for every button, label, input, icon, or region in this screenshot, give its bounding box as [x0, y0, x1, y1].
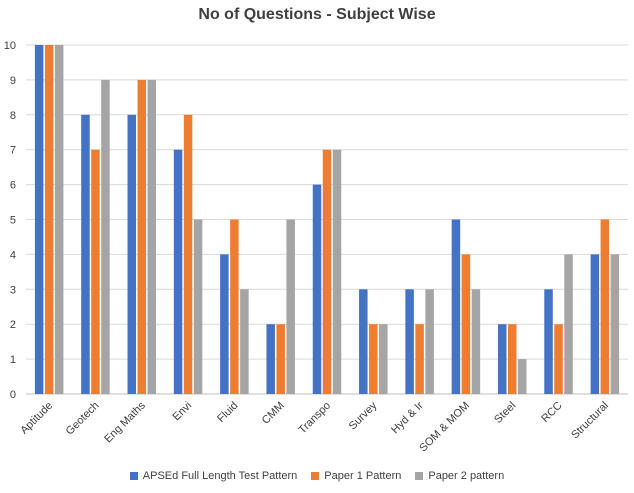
bar — [276, 324, 285, 394]
bar — [81, 114, 90, 395]
bar — [54, 45, 64, 394]
bar — [332, 149, 342, 394]
x-tick-label: Fluid — [215, 400, 240, 425]
x-tick-label: Envi — [171, 400, 195, 424]
x-tick-label: Aptitude — [18, 400, 55, 437]
bar — [497, 324, 507, 394]
bar — [590, 254, 600, 394]
bar — [554, 324, 563, 394]
bar — [34, 45, 44, 394]
bar — [600, 219, 610, 394]
chart-title: No of Questions - Subject Wise — [198, 6, 436, 23]
legend-swatch — [311, 472, 320, 480]
bar — [544, 289, 553, 394]
bar — [610, 254, 620, 394]
bar — [369, 324, 378, 394]
x-tick-label: Survey — [347, 399, 380, 432]
bar — [405, 289, 414, 394]
legend-item: APSEd Full Length Test Pattern — [129, 470, 298, 482]
bar — [127, 114, 137, 395]
chart-legend: APSEd Full Length Test Pattern Paper 1 Pa… — [0, 470, 634, 482]
x-tick-label: Steel — [492, 400, 518, 426]
bar — [379, 324, 388, 394]
bar — [359, 289, 368, 394]
legend-label: APSEd Full Length Test Pattern — [142, 470, 298, 482]
bar — [230, 219, 239, 394]
bar — [173, 149, 183, 394]
bar — [91, 149, 100, 394]
bar — [471, 289, 481, 394]
bar — [312, 184, 322, 394]
x-tick-label: Eng Maths — [102, 399, 148, 445]
bar — [220, 254, 229, 394]
bar — [517, 359, 527, 394]
y-tick-label: 7 — [10, 145, 16, 157]
bar — [564, 254, 573, 394]
y-tick-label: 6 — [10, 180, 16, 192]
x-tick-label: Geotech — [64, 400, 102, 438]
bar — [147, 79, 157, 395]
bar — [461, 254, 471, 394]
bar — [44, 45, 54, 394]
legend-item: Paper 2 pattern — [415, 470, 504, 482]
bar — [425, 289, 434, 394]
y-tick-label: 0 — [10, 389, 16, 401]
legend-swatch — [129, 472, 138, 480]
bar — [240, 289, 249, 394]
legend-label: Paper 2 pattern — [428, 470, 505, 482]
bar — [322, 149, 332, 394]
y-tick-label: 8 — [10, 110, 16, 122]
x-tick-label: Transpo — [296, 400, 333, 437]
bar — [507, 324, 517, 394]
x-tick-label: SOM & MOM — [417, 400, 472, 455]
y-tick-label: 4 — [10, 249, 16, 261]
bar — [266, 324, 275, 394]
bar — [183, 114, 193, 395]
y-tick-label: 9 — [10, 75, 16, 87]
y-tick-label: 3 — [10, 284, 16, 296]
legend-label: Paper 1 Pattern — [324, 470, 402, 482]
bar — [137, 79, 147, 395]
x-tick-label: Hyd & Ir — [389, 399, 426, 436]
bar — [193, 219, 203, 394]
x-tick-label: Structural — [569, 400, 611, 442]
legend-swatch — [415, 472, 424, 480]
bar — [451, 219, 461, 394]
x-tick-label: CMM — [260, 400, 287, 427]
bar — [286, 219, 295, 394]
bar — [415, 324, 424, 394]
y-tick-label: 10 — [4, 40, 16, 52]
legend-item: Paper 1 Pattern — [311, 470, 401, 482]
x-tick-label: RCC — [539, 400, 564, 425]
y-tick-label: 5 — [10, 215, 16, 227]
y-tick-label: 2 — [10, 319, 16, 331]
y-tick-label: 1 — [10, 354, 16, 366]
bar — [101, 79, 110, 395]
